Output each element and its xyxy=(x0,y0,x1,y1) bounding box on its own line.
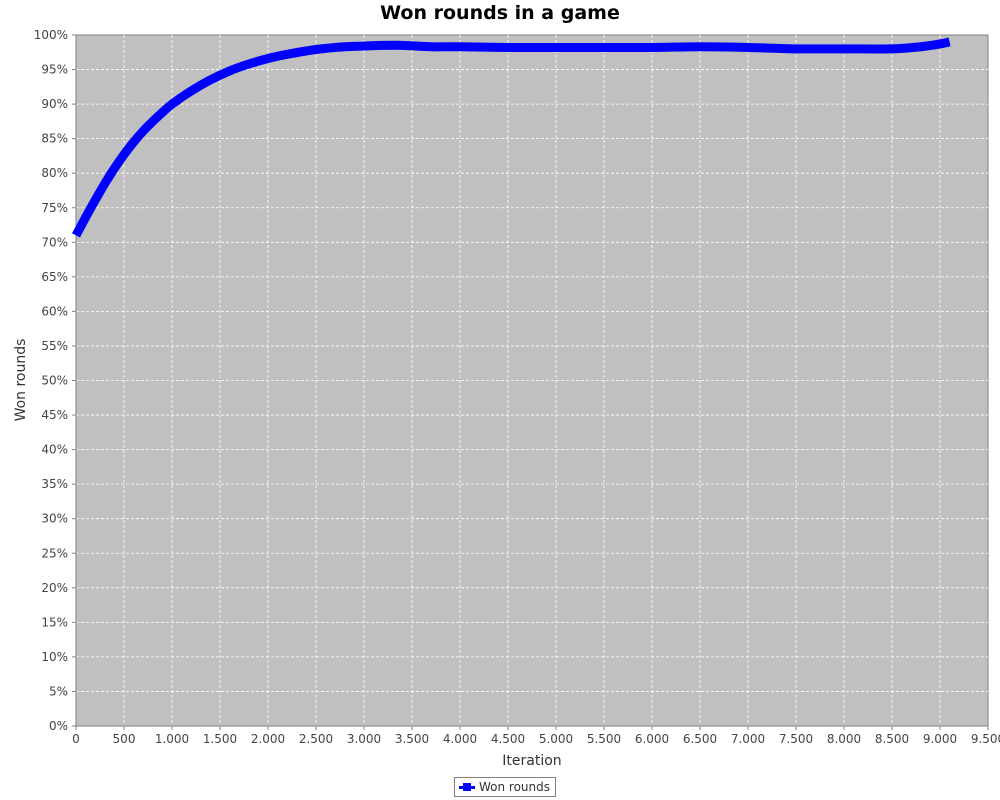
x-tick-label: 3.000 xyxy=(347,732,381,746)
x-tick-label: 1.500 xyxy=(203,732,237,746)
y-tick-label: 35% xyxy=(41,477,68,491)
y-tick-label: 50% xyxy=(41,374,68,388)
x-tick-label: 9.000 xyxy=(923,732,957,746)
x-tick-label: 2.500 xyxy=(299,732,333,746)
legend: Won rounds xyxy=(454,777,557,797)
y-axis-label: Won rounds xyxy=(13,339,29,422)
x-tick-label: 4.000 xyxy=(443,732,477,746)
series-layer xyxy=(72,37,951,238)
series-line-won-rounds xyxy=(72,37,951,238)
x-axis-label: Iteration xyxy=(502,753,561,769)
y-tick-label: 25% xyxy=(41,546,68,560)
x-tick-label: 5.500 xyxy=(587,732,621,746)
y-tick-label: 30% xyxy=(41,512,68,526)
y-axis-ticks: 0% 5% 10% 15% 20% 25% 30% 35% 40% 45% 50% 55% 60% 65%… xyxy=(34,28,76,733)
y-tick-label: 0% xyxy=(49,719,68,733)
x-tick-label: 8.000 xyxy=(827,732,861,746)
x-tick-label: 3.500 xyxy=(395,732,429,746)
y-tick-label: 70% xyxy=(41,235,68,249)
x-tick-label: 2.000 xyxy=(251,732,285,746)
x-tick-label: 5.000 xyxy=(539,732,573,746)
x-tick-label: 4.500 xyxy=(491,732,525,746)
x-tick-label: 1.000 xyxy=(155,732,189,746)
y-tick-label: 80% xyxy=(41,166,68,180)
y-tick-label: 15% xyxy=(41,615,68,629)
x-tick-label: 9.500 xyxy=(971,732,1000,746)
y-tick-label: 65% xyxy=(41,270,68,284)
x-tick-label: 7.000 xyxy=(731,732,765,746)
x-tick-label: 8.500 xyxy=(875,732,909,746)
x-axis-ticks: 0 500 1.000 1.500 2.000 2.500 3.000 3.500 4.000 4… xyxy=(72,726,1000,746)
legend-swatch-won-rounds xyxy=(459,781,475,793)
y-tick-label: 60% xyxy=(41,304,68,318)
y-tick-label: 90% xyxy=(41,97,68,111)
y-tick-label: 85% xyxy=(41,132,68,146)
legend-label-won-rounds: Won rounds xyxy=(479,780,551,794)
x-tick-label: 500 xyxy=(113,732,136,746)
x-tick-label: 0 xyxy=(72,732,80,746)
y-tick-label: 10% xyxy=(41,650,68,664)
x-tick-label: 7.500 xyxy=(779,732,813,746)
chart-title: Won rounds in a game xyxy=(380,2,620,24)
x-tick-label: 6.500 xyxy=(683,732,717,746)
y-tick-label: 55% xyxy=(41,339,68,353)
y-tick-label: 5% xyxy=(49,684,68,698)
y-tick-label: 45% xyxy=(41,408,68,422)
y-tick-label: 20% xyxy=(41,581,68,595)
y-tick-label: 75% xyxy=(41,201,68,215)
gridlines xyxy=(76,35,988,726)
y-tick-label: 100% xyxy=(34,28,68,42)
y-tick-label: 40% xyxy=(41,443,68,457)
y-tick-label: 95% xyxy=(41,63,68,77)
x-tick-label: 6.000 xyxy=(635,732,669,746)
